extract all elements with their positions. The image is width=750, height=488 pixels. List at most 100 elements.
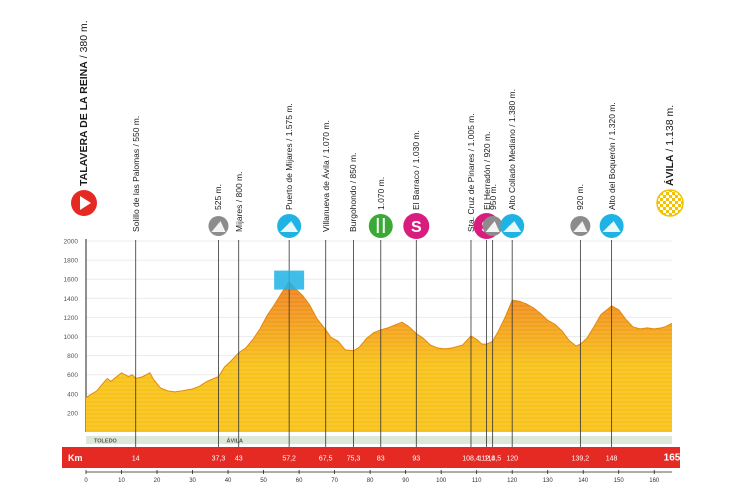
waypoint-altitude: / 850 m. <box>348 152 359 186</box>
km-marker-label: 165 <box>664 453 681 464</box>
x-tick-label: 140 <box>578 478 589 484</box>
waypoint-altitude: 1.070 m. <box>375 176 386 210</box>
waypoint-label: ÁVILA / 1.138 m. <box>664 105 676 186</box>
y-tick-label: 1200 <box>64 315 79 322</box>
km-marker-label: 83 <box>377 456 385 463</box>
waypoint-label: Alto Collado Mediano / 1.380 m. <box>507 89 517 210</box>
cat3-climb-icon: 3ª <box>482 216 503 236</box>
waypoint-altitude: / 550 m. <box>130 115 141 149</box>
waypoint-altitude: / 380 m. <box>78 20 90 62</box>
waypoint-name: TALAVERA DE LA REINA <box>78 61 90 186</box>
y-axis: 200 400 600 800 1000 1200 1400 1600 1800 2000 <box>64 239 87 432</box>
waypoint-name: El Barraco <box>411 170 422 210</box>
waypoint-altitude: 920 m. <box>575 184 586 210</box>
icon-disc <box>368 214 393 238</box>
waypoint-label: El Barraco / 1.030 m. <box>411 130 421 210</box>
waypoint-label: Mijares / 800 m. <box>234 172 244 232</box>
waypoint-altitude: / 1.005 m. <box>465 113 476 154</box>
climb-category-label: 1ª <box>284 218 291 227</box>
mountain-glyph <box>573 221 588 232</box>
mountain-glyph <box>211 221 226 232</box>
km-marker-label: 114,5 <box>484 456 501 463</box>
x-tick-label: 30 <box>189 478 196 484</box>
waypoint-altitude: / 1.030 m. <box>411 130 422 171</box>
waypoint-name: Burgohondo <box>348 185 359 232</box>
waypoint-label: Burgohondo / 850 m. <box>348 153 358 232</box>
province-band: TOLEDO ÁVILA <box>86 436 672 444</box>
cat1-climb-icon: 1ª <box>277 214 302 238</box>
y-tick-label: 800 <box>67 353 78 360</box>
x-tick-label: 150 <box>614 478 625 484</box>
x-tick-label: 130 <box>543 478 554 484</box>
km-bar: Km 14 37,3 43 57,2 67,5 75,3 83 93 108,4112,8114,… <box>62 447 681 468</box>
km-marker-label: 14 <box>132 456 140 463</box>
x-tick-label: 40 <box>225 478 232 484</box>
km-marker-label: 108,4 <box>462 456 480 463</box>
waypoint-name: Puerto de Mijares <box>284 143 295 210</box>
waypoint-altitude: / 1.575 m. <box>284 103 295 144</box>
y-tick-label: 2000 <box>64 239 79 246</box>
waypoint-name: Alto Collado Mediano <box>507 129 518 210</box>
x-tick-label: 60 <box>296 478 303 484</box>
mountain-glyph <box>602 221 621 232</box>
province-label: ÁVILA <box>226 437 243 444</box>
y-tick-label: 400 <box>67 391 78 398</box>
km-marker-label: 112,8 <box>478 456 495 463</box>
x-tick-label: 20 <box>154 478 161 484</box>
y-tick-label: 1600 <box>64 277 79 284</box>
km-marker-label: 139,2 <box>572 456 590 463</box>
x-tick-label: 80 <box>367 478 374 484</box>
waypoint-label: 950 m. <box>488 184 498 210</box>
waypoint-label: Sta. Cruz de Pinares / 1.005 m. <box>466 113 476 232</box>
sprint-letter: S <box>411 219 422 236</box>
waypoint-name: Villanueva de Ávila <box>320 160 331 232</box>
km-marker-label: 37,3 <box>212 456 226 463</box>
waypoint-label: Solillo de las Palomas / 550 m. <box>131 116 141 232</box>
waypoint-altitude: / 1.070 m. <box>320 120 331 161</box>
mountain-glyph <box>485 221 500 232</box>
cat3-climb-icon: 3ª <box>208 216 229 236</box>
waypoint-leaders <box>135 240 613 447</box>
waypoint-name: Sta. Cruz de Pinares <box>465 153 476 232</box>
y-tick-label: 1400 <box>64 296 79 303</box>
climb-category-label: 3ª <box>575 218 582 227</box>
x-tick-label: 120 <box>507 478 518 484</box>
waypoint-label: 1.070 m. <box>376 177 386 210</box>
y-tick-label: 1000 <box>64 334 79 341</box>
waypoint-label: TALAVERA DE LA REINA / 380 m. <box>78 20 90 186</box>
climb-category-label: 3ª <box>487 218 494 227</box>
play-arrow-icon <box>80 196 91 210</box>
waypoint-altitude: / 1.380 m. <box>507 89 518 130</box>
cat3-climb-icon: 3ª <box>570 216 591 236</box>
x-tick-label: 0 <box>84 478 88 484</box>
y-tick-label: 200 <box>67 410 78 417</box>
cat3-climb-icon: 3ª <box>599 214 624 238</box>
km-marker-label: 120 <box>506 456 518 463</box>
icon-disc <box>403 213 430 239</box>
peak-highlight-rect <box>274 270 305 290</box>
x-tick-label: 110 <box>472 478 482 484</box>
y-tick-label: 600 <box>67 372 78 379</box>
waypoint-label: Alto del Boquerón / 1.320 m. <box>607 102 617 210</box>
mountain-glyph <box>280 221 299 232</box>
finish-icon <box>656 189 684 217</box>
waypoint-label: Puerto de Mijares / 1.575 m. <box>284 103 294 210</box>
climb-category-label: 3ª <box>606 218 613 227</box>
y-tick-label: 1800 <box>64 258 79 265</box>
x-tick-label: 70 <box>331 478 338 484</box>
peak-highlight <box>274 270 305 290</box>
cat2-climb-icon: 2ª <box>500 214 525 238</box>
km-bar-bg <box>62 447 680 468</box>
province-label: TOLEDO <box>94 438 118 444</box>
km-bar-title: Km <box>68 453 83 463</box>
climb-category-label: 3ª <box>213 218 220 227</box>
x-axis: 0 10 20 30 40 50 60 70 80 90 100 110 120 130 140 150 160 <box>84 470 672 484</box>
feed-zone-icon <box>368 214 393 238</box>
waypoint-altitude: / 1.320 m. <box>606 102 617 143</box>
x-tick-label: 50 <box>260 478 267 484</box>
waypoint-altitude: / 920 m. <box>481 131 492 165</box>
waypoint-icons: 3ª1ªSS3ª2ª3ª3ª <box>71 189 684 239</box>
x-tick-label: 100 <box>436 478 447 484</box>
x-tick-label: 10 <box>118 478 125 484</box>
